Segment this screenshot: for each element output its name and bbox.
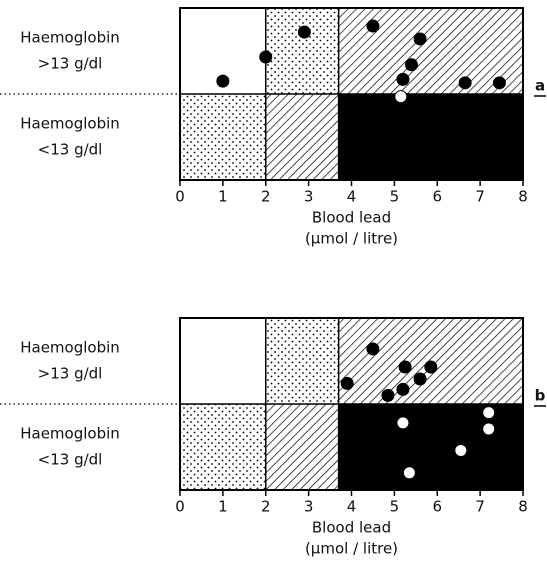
row-label: <13 g/dl <box>38 451 103 469</box>
data-point <box>413 32 427 46</box>
panel-label: b <box>535 387 546 405</box>
data-point <box>492 76 506 90</box>
data-point <box>482 422 496 436</box>
row-label: Haemoglobin <box>20 339 120 357</box>
x-axis-label: (µmol / litre) <box>305 230 398 248</box>
region <box>265 94 339 180</box>
data-point <box>402 466 416 480</box>
x-tick-label: 1 <box>218 498 228 516</box>
row-label: <13 g/dl <box>38 141 103 159</box>
x-tick-label: 2 <box>261 188 271 206</box>
region <box>265 318 339 404</box>
row-label: Haemoglobin <box>20 425 120 443</box>
data-point <box>259 50 273 64</box>
region <box>180 318 266 404</box>
row-label: Haemoglobin <box>20 115 120 133</box>
x-tick-label: 1 <box>218 188 228 206</box>
data-point <box>424 360 438 374</box>
x-tick-label: 6 <box>432 498 442 516</box>
x-tick-label: 0 <box>175 188 185 206</box>
x-tick-label: 4 <box>347 188 357 206</box>
x-axis-label: (µmol / litre) <box>305 540 398 558</box>
x-tick-label: 6 <box>432 188 442 206</box>
x-tick-label: 5 <box>390 498 400 516</box>
x-tick-label: 8 <box>518 498 528 516</box>
region <box>180 404 266 490</box>
row-label: >13 g/dl <box>38 55 103 73</box>
region <box>180 94 266 180</box>
x-tick-label: 5 <box>390 188 400 206</box>
data-point <box>394 90 408 104</box>
x-tick-label: 2 <box>261 498 271 516</box>
data-point <box>216 74 230 88</box>
data-point <box>381 388 395 402</box>
x-tick-label: 0 <box>175 498 185 516</box>
data-point <box>396 416 410 430</box>
data-point <box>297 25 311 39</box>
x-axis-label: Blood lead <box>312 209 391 227</box>
data-point <box>405 58 419 72</box>
x-tick-label: 7 <box>475 188 485 206</box>
data-point <box>454 443 468 457</box>
data-point <box>482 406 496 420</box>
data-point <box>413 372 427 386</box>
region <box>265 404 339 490</box>
x-tick-label: 4 <box>347 498 357 516</box>
row-label: >13 g/dl <box>38 365 103 383</box>
data-point <box>398 360 412 374</box>
region <box>338 404 523 490</box>
row-label: Haemoglobin <box>20 29 120 47</box>
panel-label: a <box>535 77 545 95</box>
data-point <box>396 72 410 86</box>
data-point <box>396 382 410 396</box>
x-tick-label: 8 <box>518 188 528 206</box>
x-tick-label: 3 <box>304 188 314 206</box>
data-point <box>366 19 380 33</box>
x-tick-label: 7 <box>475 498 485 516</box>
data-point <box>340 376 354 390</box>
x-tick-label: 3 <box>304 498 314 516</box>
region <box>265 8 339 94</box>
x-axis-label: Blood lead <box>312 519 391 537</box>
data-point <box>458 76 472 90</box>
region <box>338 94 523 180</box>
data-point <box>366 342 380 356</box>
